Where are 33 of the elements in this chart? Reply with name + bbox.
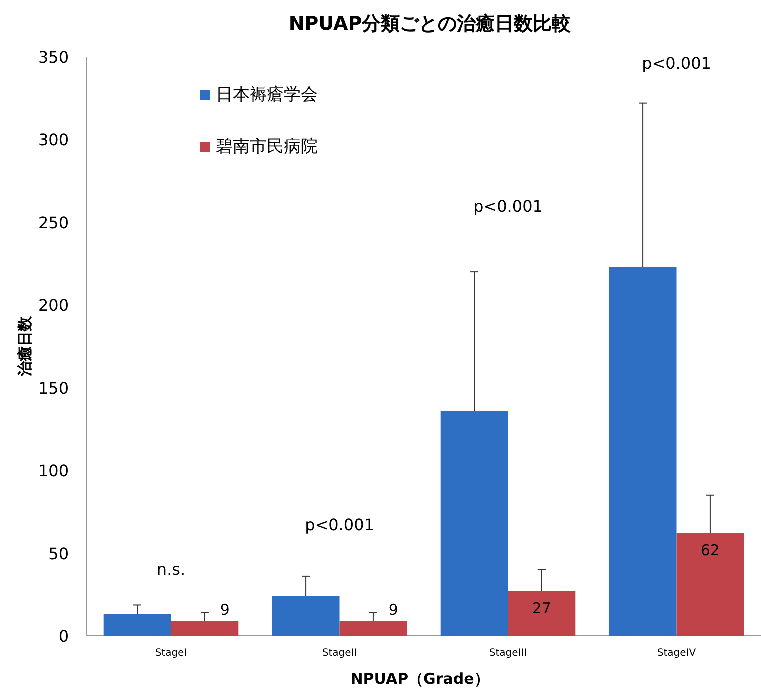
y-tick-label: 100: [38, 462, 69, 481]
y-tick-label: 0: [58, 627, 69, 646]
bar: [340, 621, 408, 636]
chart-title: NPUAP分類ごとの治癒日数比較: [288, 13, 572, 35]
bar: [272, 596, 340, 636]
y-tick-label: 250: [38, 213, 69, 232]
bar: [609, 267, 677, 636]
x-tick-label: StageIV: [657, 648, 696, 659]
y-tick-label: 200: [38, 296, 69, 316]
legend-label: 日本褥瘡学会: [216, 85, 318, 105]
bar: [508, 591, 576, 636]
annotation: p<0.001: [642, 54, 712, 73]
y-tick-label: 150: [38, 378, 69, 398]
bar: [104, 614, 172, 636]
data-label: 62: [700, 541, 720, 560]
annotation: n.s.: [156, 560, 186, 580]
y-tick-label: 50: [48, 544, 69, 564]
x-tick-label: StageIII: [489, 648, 528, 659]
bar: [440, 411, 508, 636]
bar: [676, 533, 744, 636]
x-tick-label: StageI: [155, 648, 188, 659]
bar: [171, 621, 239, 636]
legend-label: 碧南市民病院: [216, 137, 318, 157]
x-axis-title: NPUAP（Grade）: [350, 670, 490, 688]
data-label: 9: [388, 601, 398, 620]
annotation: p<0.001: [305, 515, 374, 534]
y-tick-label: 300: [38, 130, 69, 150]
y-axis-title: 治癒日数: [16, 316, 34, 378]
y-tick-label: 350: [38, 48, 69, 67]
data-label: 9: [220, 601, 230, 620]
annotation: p<0.001: [474, 197, 543, 216]
x-tick-label: StageII: [322, 648, 358, 659]
data-label: 27: [532, 599, 552, 618]
